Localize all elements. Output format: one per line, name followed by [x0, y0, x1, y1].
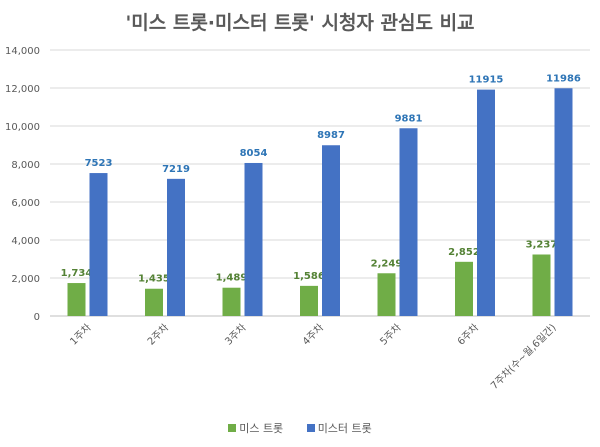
- bar-miss-trot: [145, 288, 163, 316]
- bar-miss-trot: [222, 287, 241, 316]
- data-label: 8987: [317, 130, 345, 141]
- x-tick-label: 2주차: [145, 322, 171, 348]
- legend-label: 미스 트롯: [239, 422, 284, 435]
- bar-mister-trot: [167, 178, 185, 316]
- bar-mister-trot: [89, 173, 108, 316]
- bar-miss-trot: [532, 254, 551, 316]
- x-tick-label: 6주차: [455, 322, 481, 348]
- data-label: 8054: [240, 148, 268, 159]
- data-label: 2,249: [371, 258, 403, 269]
- y-tick-label: 0: [34, 312, 40, 323]
- bar-mister-trot: [322, 145, 340, 316]
- legend-item-mister-trot: 미스터 트롯: [306, 420, 372, 436]
- y-tick-label: 6,000: [11, 198, 40, 209]
- data-label: 11915: [469, 75, 504, 86]
- y-tick-label: 4,000: [11, 236, 40, 247]
- data-label: 3,237: [526, 239, 558, 250]
- bar-mister-trot: [244, 162, 263, 316]
- x-tick-label: 1주차: [68, 322, 94, 348]
- x-tick-label: 7주차(수~월,6일간): [488, 322, 558, 392]
- y-tick-label: 10,000: [5, 122, 40, 133]
- data-label: 1,734: [61, 268, 93, 279]
- data-label: 7219: [162, 164, 190, 175]
- legend-item-miss-trot: 미스 트롯: [228, 420, 283, 436]
- legend-swatch: [306, 424, 315, 432]
- y-tick-label: 14,000: [5, 46, 40, 57]
- data-label: 1,489: [216, 273, 248, 284]
- data-label: 1,435: [138, 274, 170, 285]
- bar-miss-trot: [455, 261, 473, 316]
- y-tick-label: 8,000: [11, 160, 40, 171]
- bar-mister-trot: [477, 89, 495, 317]
- bar-miss-trot: [377, 273, 396, 316]
- legend-swatch: [228, 424, 237, 432]
- data-label: 1,586: [293, 271, 325, 282]
- data-label: 2,852: [448, 247, 480, 258]
- bar-miss-trot: [300, 285, 318, 316]
- bar-miss-trot: [67, 283, 86, 316]
- bar-mister-trot: [554, 88, 573, 317]
- legend: 미스 트롯 미스터 트롯: [0, 420, 600, 436]
- bar-mister-trot: [399, 128, 418, 316]
- x-tick-label: 4주차: [300, 322, 326, 348]
- chart-title: '미스 트롯·미스터 트롯' 시청자 관심도 비교: [125, 12, 475, 34]
- y-tick-label: 2,000: [11, 274, 40, 285]
- data-label: 11986: [546, 73, 581, 84]
- x-tick-label: 5주차: [378, 322, 404, 348]
- data-label: 7523: [85, 158, 113, 169]
- legend-label: 미스터 트롯: [317, 422, 372, 435]
- y-tick-label: 12,000: [5, 84, 40, 95]
- x-tick-label: 3주차: [223, 322, 249, 348]
- data-label: 9881: [395, 113, 423, 124]
